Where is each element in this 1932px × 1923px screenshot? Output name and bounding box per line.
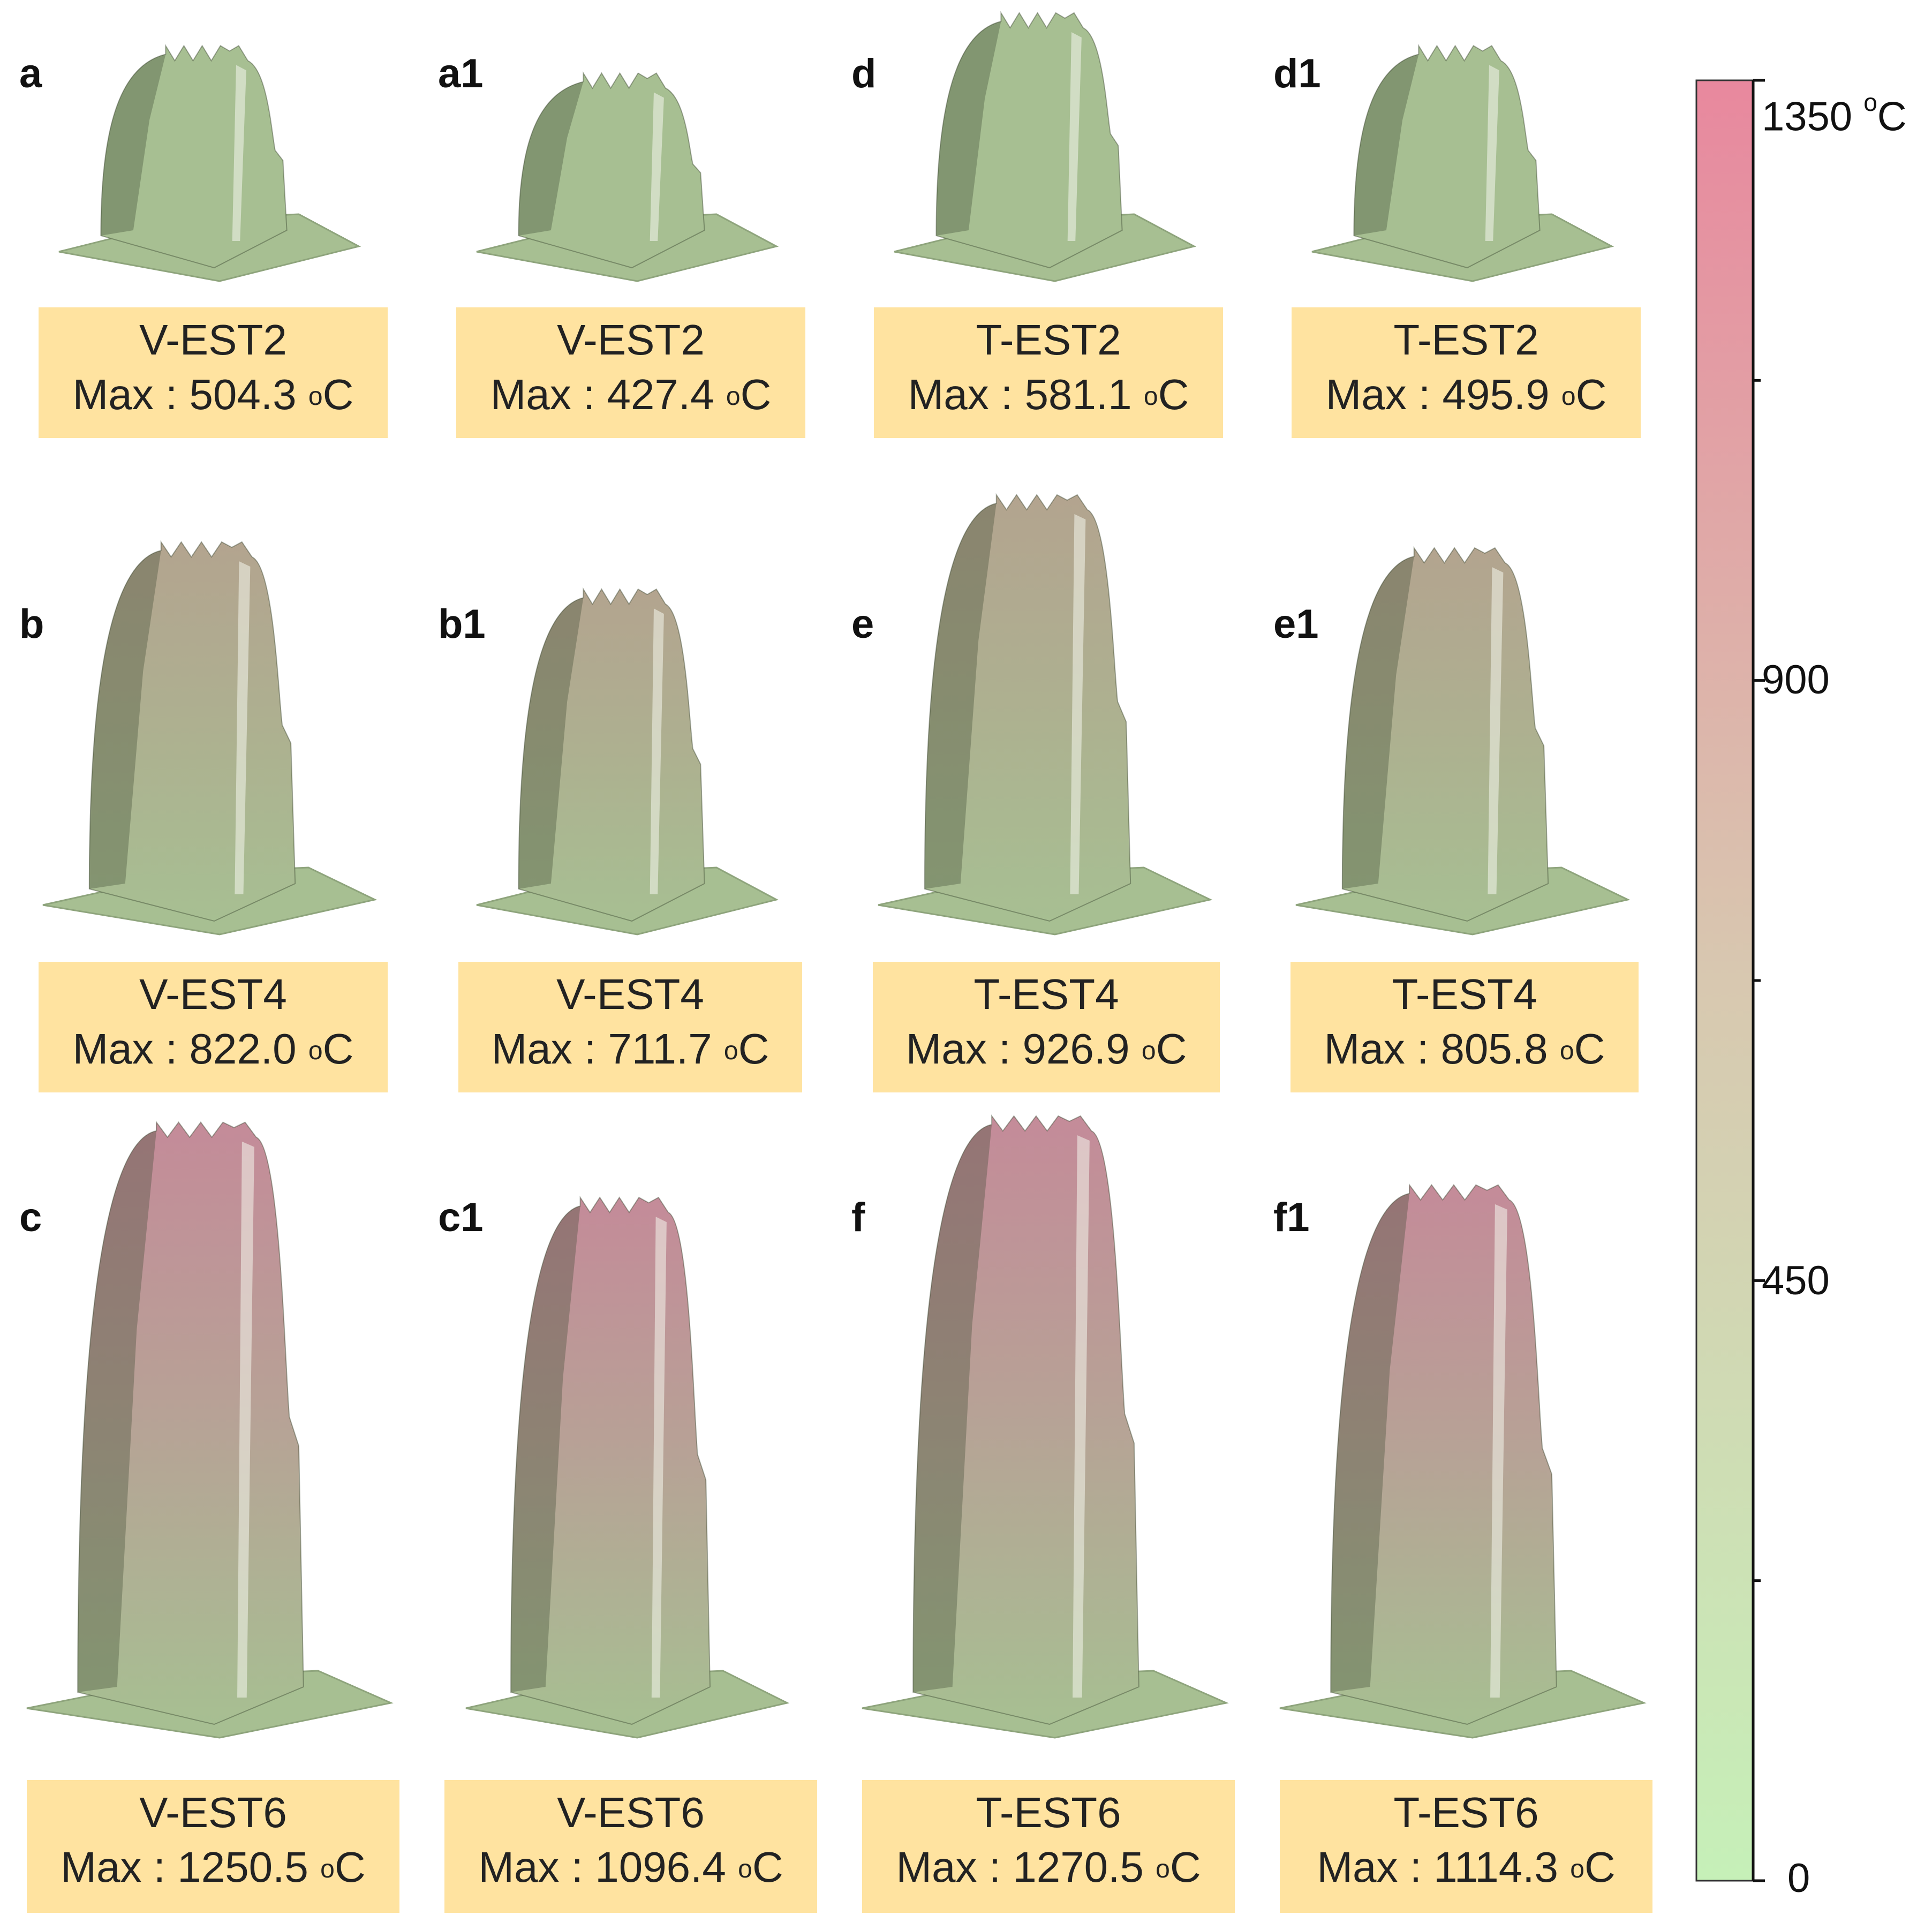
- surface-shadow-d: [936, 21, 1001, 236]
- panel-label-c1: c1: [438, 1195, 484, 1240]
- caption-max: Max : 805.8 oC: [1324, 1025, 1605, 1073]
- panel-label-b: b: [19, 601, 44, 647]
- caption-title: T-EST2: [1393, 316, 1539, 364]
- colorbar-gradient: [1695, 79, 1754, 1882]
- surface-plot-f: [862, 1114, 1229, 1739]
- caption-max: Max : 495.9 oC: [1325, 371, 1607, 418]
- caption-title: T-EST6: [1393, 1789, 1539, 1836]
- surface-highlight-f: [1073, 1135, 1090, 1698]
- caption-max: Max : 1114.3 oC: [1317, 1843, 1616, 1891]
- surface-highlight-e: [1070, 514, 1086, 894]
- caption-title: V-EST6: [557, 1789, 705, 1836]
- caption-max: Max : 581.1 oC: [908, 371, 1189, 418]
- surface-highlight-b: [235, 561, 251, 894]
- caption-max: Max : 822.0 oC: [72, 1025, 354, 1073]
- caption-max: Max : 926.9 oC: [905, 1025, 1187, 1073]
- panel-label-d: d: [851, 51, 877, 96]
- panel-label-f: f: [851, 1195, 865, 1240]
- surface-shadow-b1: [518, 598, 584, 889]
- caption-f1: T-EST6 Max : 1114.3 oC: [1280, 1780, 1652, 1913]
- panel-label-a: a: [19, 51, 42, 96]
- surface-plot-f1: [1279, 1183, 1647, 1739]
- surface-shadow-e1: [1342, 556, 1414, 889]
- caption-b: V-EST4 Max : 822.0 oC: [39, 962, 388, 1092]
- surface-plot-d1: [1311, 43, 1614, 282]
- colorbar-label-0: 0: [1787, 1856, 1810, 1901]
- caption-b1: V-EST4 Max : 711.7 oC: [458, 962, 802, 1092]
- surface-shadow-b: [89, 550, 161, 889]
- panel-label-a1: a1: [438, 51, 484, 96]
- panel-label-e1: e1: [1273, 601, 1319, 647]
- surface-highlight-c1: [651, 1217, 667, 1698]
- surface-plot-a1: [476, 71, 779, 282]
- surface-highlight-a1: [650, 92, 664, 241]
- caption-title: V-EST2: [557, 316, 705, 364]
- surface-shadow-a1: [518, 81, 584, 236]
- caption-c: V-EST6 Max : 1250.5 oC: [27, 1780, 399, 1913]
- caption-title: T-EST2: [976, 316, 1121, 364]
- surface-shadow-d1: [1354, 54, 1419, 236]
- caption-title: T-EST4: [973, 970, 1119, 1018]
- colorbar-label-450: 450: [1762, 1258, 1830, 1303]
- caption-c1: V-EST6 Max : 1096.4 oC: [444, 1780, 817, 1913]
- surface-plot-b: [42, 540, 378, 936]
- surface-plot-c: [26, 1120, 394, 1739]
- caption-title: T-EST4: [1392, 970, 1537, 1018]
- panel-label-d1: d1: [1273, 51, 1321, 96]
- caption-max: Max : 1270.5 oC: [896, 1843, 1201, 1891]
- surface-shadow-f: [913, 1125, 992, 1692]
- caption-max: Max : 504.3 oC: [72, 371, 354, 418]
- surface-highlight-c: [237, 1141, 254, 1698]
- surface-shadow-e: [924, 503, 997, 889]
- panel-label-f1: f1: [1273, 1195, 1310, 1240]
- panel-label-e: e: [851, 601, 874, 647]
- surface-shadow-c: [78, 1130, 157, 1692]
- surface-plot-e: [878, 493, 1213, 936]
- caption-a1: V-EST2 Max : 427.4 oC: [456, 307, 805, 438]
- surface-plot-b1: [476, 587, 779, 936]
- caption-max: Max : 1250.5 oC: [61, 1843, 366, 1891]
- caption-title: T-EST6: [976, 1789, 1121, 1836]
- surface-highlight-d: [1067, 32, 1082, 241]
- colorbar-label-900: 900: [1762, 657, 1830, 703]
- caption-e1: T-EST4 Max : 805.8 oC: [1290, 962, 1639, 1092]
- colorbar-label-1350: 1350 oC: [1762, 88, 1907, 140]
- surface-shadow-a: [101, 54, 166, 236]
- surface-shadow-f1: [1331, 1193, 1410, 1692]
- caption-title: V-EST4: [556, 970, 704, 1018]
- caption-d: T-EST2 Max : 581.1 oC: [874, 307, 1223, 438]
- panel-label-c: c: [19, 1195, 42, 1240]
- caption-max: Max : 1096.4 oC: [478, 1843, 783, 1891]
- caption-f: T-EST6 Max : 1270.5 oC: [862, 1780, 1235, 1913]
- caption-max: Max : 427.4 oC: [490, 371, 772, 418]
- caption-d1: T-EST2 Max : 495.9 oC: [1292, 307, 1641, 438]
- caption-a: V-EST2 Max : 504.3 oC: [39, 307, 388, 438]
- panel-label-b1: b1: [438, 601, 486, 647]
- colorbar: [1695, 79, 1765, 1882]
- surface-highlight-f1: [1490, 1204, 1507, 1698]
- caption-title: V-EST2: [139, 316, 287, 364]
- surface-shadow-c1: [511, 1206, 580, 1692]
- surface-plot-c1: [465, 1195, 790, 1739]
- caption-e: T-EST4 Max : 926.9 oC: [873, 962, 1220, 1092]
- caption-max: Max : 711.7 oC: [491, 1025, 769, 1073]
- surface-highlight-d1: [1485, 65, 1499, 241]
- surface-highlight-b1: [650, 608, 664, 894]
- surface-plot-e1: [1295, 546, 1631, 936]
- surface-highlight-a: [232, 65, 246, 241]
- caption-title: V-EST4: [139, 970, 287, 1018]
- caption-title: V-EST6: [139, 1789, 287, 1836]
- surface-highlight-e1: [1488, 567, 1504, 894]
- surface-plot-a: [58, 43, 361, 282]
- surface-plot-d: [894, 11, 1197, 282]
